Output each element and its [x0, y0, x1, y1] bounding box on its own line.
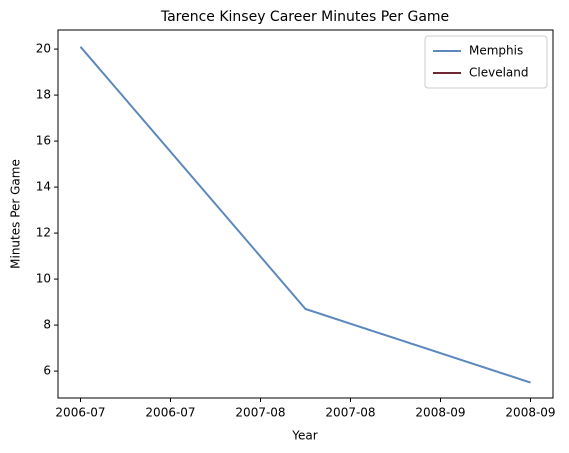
x-axis-label: Year — [291, 429, 317, 443]
y-axis-label: Minutes Per Game — [9, 159, 23, 269]
legend-label: Cleveland — [469, 66, 529, 80]
x-tick-label: 2006-07 — [145, 406, 195, 420]
series-line — [79, 46, 531, 384]
chart-title: Tarence Kinsey Career Minutes Per Game — [160, 9, 449, 25]
x-tick-label: 2007-08 — [235, 406, 285, 420]
y-tick-label: 14 — [36, 180, 51, 194]
x-tick-label: 2006-07 — [55, 406, 105, 420]
y-tick-label: 20 — [36, 42, 51, 56]
legend-box — [424, 35, 548, 89]
y-tick-label: 8 — [43, 318, 51, 332]
y-tick-label: 12 — [36, 226, 51, 240]
x-tick-label: 2008-09 — [505, 406, 555, 420]
x-tick-label: 2007-08 — [325, 406, 375, 420]
y-tick-label: 10 — [36, 272, 51, 286]
x-tick-label: 2008-09 — [415, 406, 465, 420]
y-tick-label: 16 — [36, 134, 51, 148]
plot-frame — [57, 29, 554, 399]
y-tick-label: 18 — [36, 88, 51, 102]
y-tick-label: 6 — [43, 364, 51, 378]
legend-label: Memphis — [469, 44, 523, 58]
